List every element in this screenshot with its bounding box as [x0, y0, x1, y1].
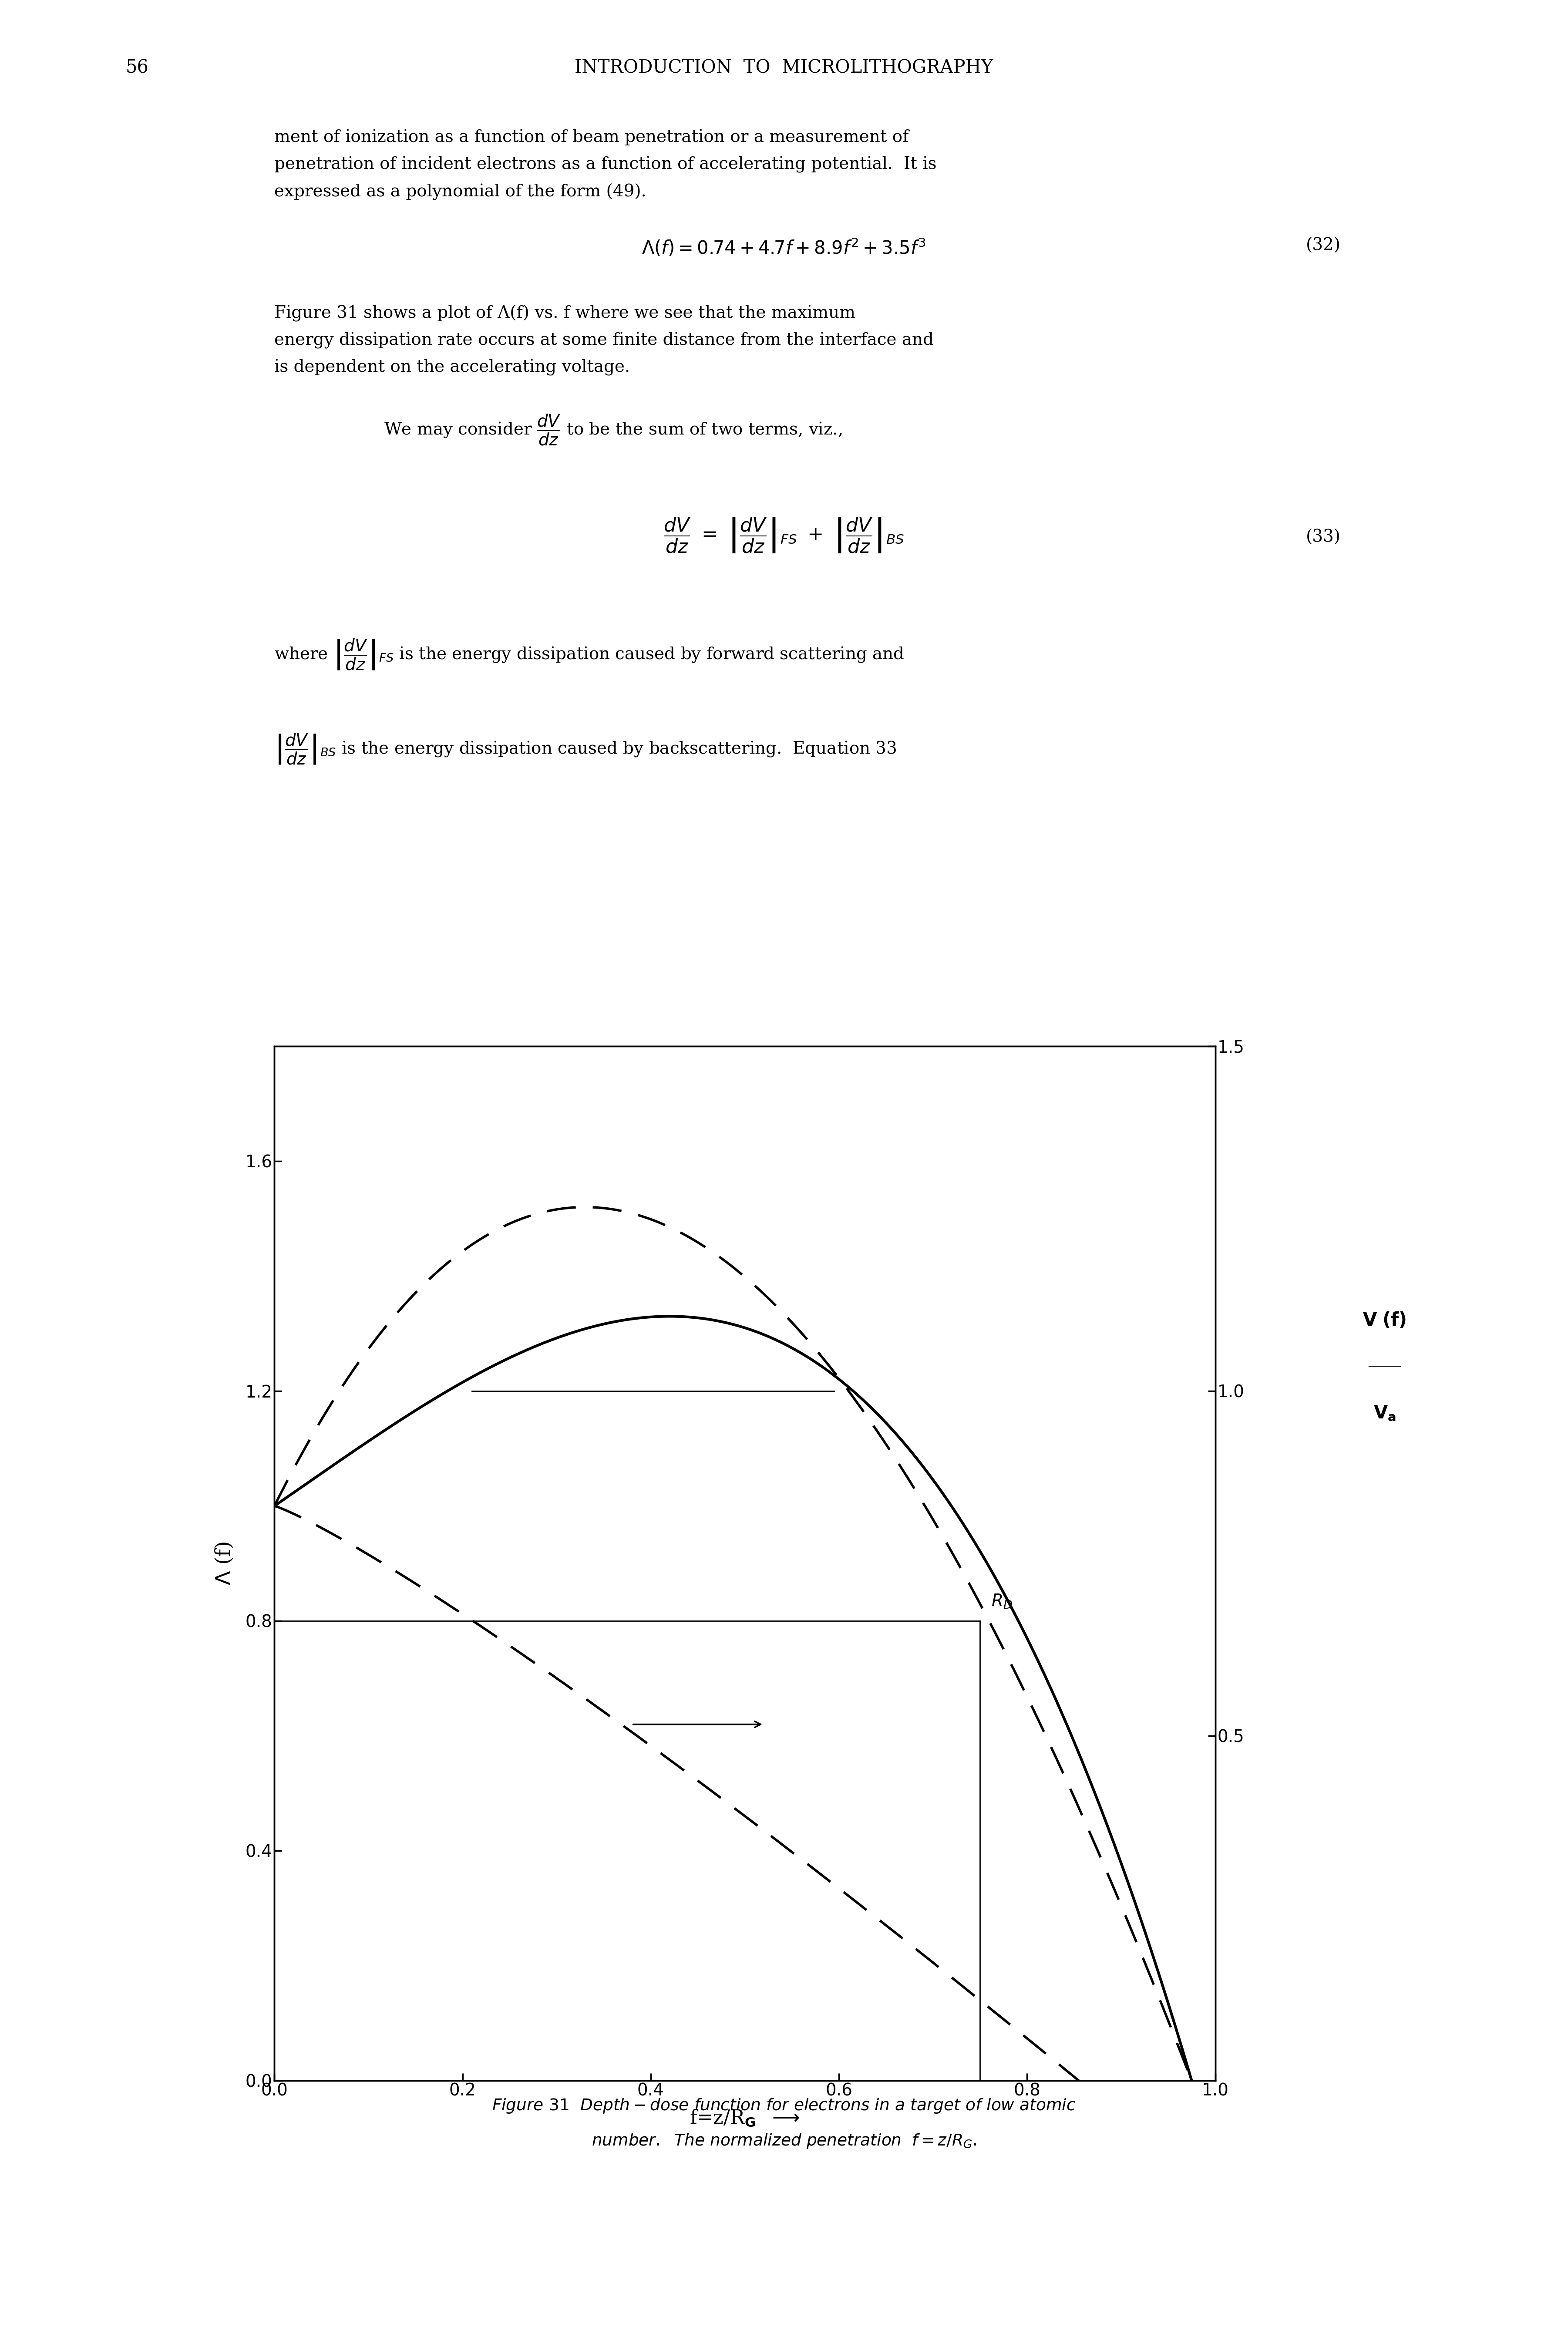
- X-axis label: f=z/R$_{\bf G}$  $\longrightarrow$: f=z/R$_{\bf G}$ $\longrightarrow$: [690, 2109, 800, 2128]
- Text: (32): (32): [1306, 237, 1341, 254]
- Text: $\Lambda(f) = 0.74 + 4.7f + 8.9f^2 + 3.5f^3$: $\Lambda(f) = 0.74 + 4.7f + 8.9f^2 + 3.5…: [641, 237, 927, 259]
- Text: ─────: ─────: [1369, 1361, 1400, 1373]
- Text: $R_D$: $R_D$: [991, 1594, 1013, 1610]
- Text: We may consider $\dfrac{dV}{dz}$ to be the sum of two terms, viz.,: We may consider $\dfrac{dV}{dz}$ to be t…: [384, 414, 842, 447]
- Text: where $\left|\dfrac{dV}{dz}\right|_{FS}$ is the energy dissipation caused by for: where $\left|\dfrac{dV}{dz}\right|_{FS}$…: [274, 637, 905, 670]
- Text: $\left|\dfrac{dV}{dz}\right|_{BS}$ is the energy dissipation caused by backscatt: $\left|\dfrac{dV}{dz}\right|_{BS}$ is th…: [274, 731, 897, 766]
- Text: expressed as a polynomial of the form (49).: expressed as a polynomial of the form (4…: [274, 183, 646, 200]
- Text: penetration of incident electrons as a function of accelerating potential.  It i: penetration of incident electrons as a f…: [274, 158, 936, 174]
- Text: $\bf{V_a}$: $\bf{V_a}$: [1374, 1404, 1396, 1422]
- Text: is dependent on the accelerating voltage.: is dependent on the accelerating voltage…: [274, 360, 630, 376]
- Text: INTRODUCTION  TO  MICROLITHOGRAPHY: INTRODUCTION TO MICROLITHOGRAPHY: [575, 59, 993, 78]
- Text: $\it{number.\ \ The\ normalized\ penetration}$  $f = z/R_G.$: $\it{number.\ \ The\ normalized\ penetra…: [591, 2132, 977, 2149]
- Text: energy dissipation rate occurs at some finite distance from the interface and: energy dissipation rate occurs at some f…: [274, 331, 935, 348]
- Text: $\bf{V\ (f)}$: $\bf{V\ (f)}$: [1363, 1312, 1406, 1328]
- Text: ment of ionization as a function of beam penetration or a measurement of: ment of ionization as a function of beam…: [274, 129, 909, 146]
- Text: Figure 31 shows a plot of Λ(f) vs. f where we see that the maximum: Figure 31 shows a plot of Λ(f) vs. f whe…: [274, 306, 856, 322]
- Text: $\dfrac{dV}{dz}\ =\ \left|\dfrac{dV}{dz}\right|_{FS}\ +\ \left|\dfrac{dV}{dz}\ri: $\dfrac{dV}{dz}\ =\ \left|\dfrac{dV}{dz}…: [663, 515, 905, 555]
- Y-axis label: $\Lambda$ (f): $\Lambda$ (f): [215, 1542, 234, 1585]
- Text: (33): (33): [1306, 529, 1341, 545]
- Text: $\it{Figure\ 31\ \ Depth-dose\ function\ for\ electrons\ in\ a\ target\ of\ low\: $\it{Figure\ 31\ \ Depth-dose\ function\…: [492, 2097, 1076, 2114]
- Text: 56: 56: [125, 59, 149, 78]
